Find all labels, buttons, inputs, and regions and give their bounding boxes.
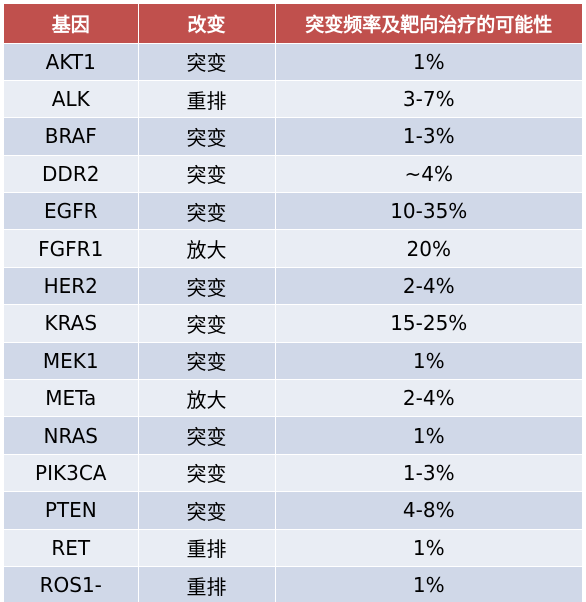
gene-cell: PTEN [4,491,139,530]
table-row: EGFR 突变 10-35% [4,192,582,230]
gene-cell: PIK3CA [4,453,139,492]
table-row: DDR2 突变 ~4% [4,154,582,193]
frequency-cell: 15-25% [275,304,582,343]
alteration-cell: 突变 [138,491,276,530]
alteration-cell: 突变 [138,304,276,343]
frequency-cell: 4-8% [275,491,582,530]
gene-cell: HER2 [4,266,139,305]
gene-cell: KRAS [4,304,139,343]
alteration-cell: 重排 [138,528,276,567]
gene-cell: ALK [4,79,139,118]
header-gene: 基因 [4,4,139,43]
table-row: PIK3CA 突变 1-3% [4,453,582,492]
table-row: METa 放大 2-4% [4,379,582,417]
gene-cell: DDR2 [4,154,139,193]
frequency-cell: 1% [275,565,582,602]
gene-cell: ROS1- [4,565,139,602]
alteration-cell: 重排 [138,79,276,118]
table-row: PTEN 突变 4-8% [4,491,582,530]
gene-cell: MEK1 [4,341,139,380]
table-row: MEK1 突变 1% [4,341,582,380]
table-row: ALK 重排 3-7% [4,79,582,118]
alteration-cell: 突变 [138,453,276,492]
header-alteration: 改变 [138,4,276,43]
frequency-cell: 10-35% [275,192,582,230]
gene-cell: AKT1 [4,42,139,81]
alteration-cell: 突变 [138,341,276,380]
frequency-cell: 1% [275,416,582,455]
alteration-cell: 突变 [138,192,276,230]
header-frequency: 突变频率及靶向治疗的可能性 [305,13,553,36]
table-row: BRAF 突变 1-3% [4,117,582,156]
table-row: FGFR1 放大 20% [4,229,582,268]
alteration-cell: 放大 [138,379,276,417]
alteration-cell: 突变 [138,154,276,193]
table-row: KRAS 突变 15-25% [4,304,582,343]
table-row: NRAS 突变 1% [4,416,582,455]
frequency-cell: 20% [275,229,582,268]
alteration-cell: 突变 [138,266,276,305]
gene-cell: BRAF [4,117,139,156]
gene-cell: NRAS [4,416,139,455]
gene-alteration-table-container: 基因 改变 突变频率及靶向治疗的可能性 AKT1 突变 1% ALK 重排 3-7% BRA… [4,4,582,602]
frequency-cell: 1-3% [275,117,582,156]
frequency-cell: 1% [275,42,582,81]
alteration-cell: 放大 [138,229,276,268]
frequency-cell: 1-3% [275,453,582,492]
frequency-cell: 1% [275,341,582,380]
frequency-cell: 3-7% [275,79,582,118]
alteration-cell: 突变 [138,416,276,455]
gene-cell: RET [4,528,139,567]
table-row: ROS1- 重排 1% [4,565,582,602]
table-row: AKT1 突变 1% [4,42,582,81]
frequency-cell: 2-4% [275,266,582,305]
frequency-cell: 2-4% [275,379,582,417]
alteration-cell: 重排 [138,565,276,602]
frequency-cell: ~4% [275,154,582,193]
table-header: 基因 改变 突变频率及靶向治疗的可能性 [4,4,582,43]
gene-alteration-table: 基因 改变 突变频率及靶向治疗的可能性 AKT1 突变 1% ALK 重排 3-7% BRA… [4,4,582,602]
gene-cell: FGFR1 [4,229,139,268]
table-row: HER2 突变 2-4% [4,266,582,305]
alteration-cell: 突变 [138,117,276,156]
table-row: RET 重排 1% [4,528,582,567]
alteration-cell: 突变 [138,42,276,81]
header-row: 基因 改变 突变频率及靶向治疗的可能性 [4,4,582,43]
table-body: AKT1 突变 1% ALK 重排 3-7% BRAF 突变 1-3% DDR2 突变 ~4% EGFR… [4,42,582,602]
gene-cell: METa [4,379,139,417]
gene-cell: EGFR [4,192,139,230]
frequency-cell: 1% [275,528,582,567]
